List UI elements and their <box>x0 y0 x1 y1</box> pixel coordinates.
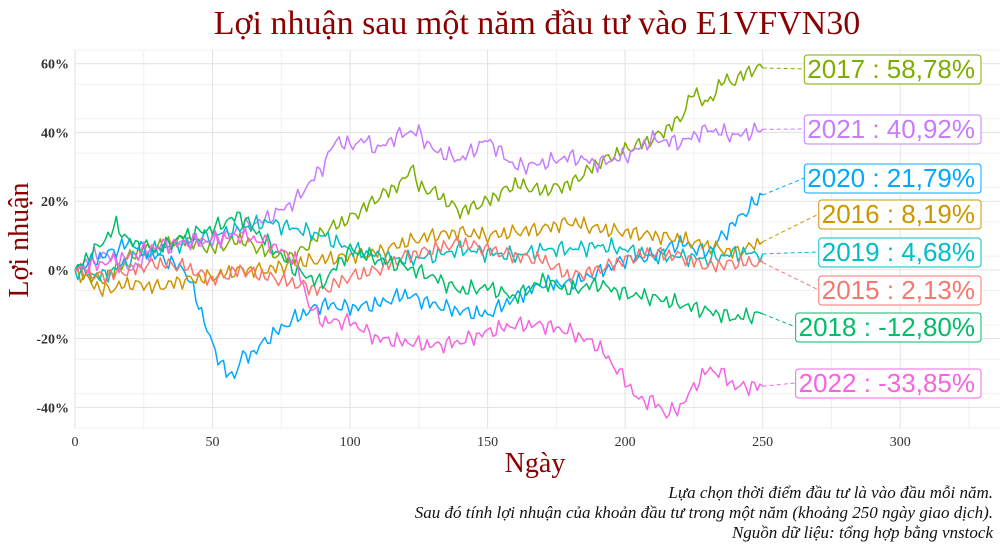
end-label-2022: 2022 : -33,85% <box>763 368 981 398</box>
chart-title: Lợi nhuận sau một năm đầu tư vào E1VFVN3… <box>214 5 860 42</box>
x-tick-label: 250 <box>752 435 773 450</box>
y-axis-title: Lợi nhuận <box>4 182 35 297</box>
y-tick-label: -20% <box>36 333 69 348</box>
x-tick-label: 0 <box>72 435 79 450</box>
caption-line-2: Sau đó tính lợi nhuận của khoản đầu tư t… <box>415 503 993 522</box>
end-label-text: 2016 : 8,19% <box>822 199 975 229</box>
y-tick-label: 0% <box>48 264 69 279</box>
x-tick-label: 50 <box>206 435 220 450</box>
y-tick-label: -40% <box>36 401 69 416</box>
x-tick-label: 100 <box>340 435 361 450</box>
x-tick-label: 150 <box>477 435 498 450</box>
y-tick-label: 20% <box>41 195 69 210</box>
caption-line-1: Lựa chọn thời điểm đầu tư là vào đầu mỗi… <box>667 483 993 502</box>
end-label-text: 2020 : 21,79% <box>807 163 975 193</box>
end-label-text: 2015 : 2,13% <box>822 275 975 305</box>
y-tick-label: 60% <box>41 58 69 73</box>
end-label-text: 2019 : 4,68% <box>822 237 975 267</box>
end-label-text: 2017 : 58,78% <box>807 54 975 84</box>
caption-line-3: Nguồn dữ liệu: tổng hợp bằng vnstock <box>731 523 993 542</box>
end-label-2018: 2018 : -12,80% <box>763 312 981 342</box>
x-tick-label: 200 <box>615 435 636 450</box>
y-tick-label: 40% <box>41 126 69 141</box>
x-tick-label: 300 <box>890 435 911 450</box>
x-axis-title: Ngày <box>505 448 566 479</box>
end-label-text: 2022 : -33,85% <box>799 368 975 398</box>
end-label-text: 2021 : 40,92% <box>807 114 975 144</box>
end-label-text: 2018 : -12,80% <box>799 312 975 342</box>
